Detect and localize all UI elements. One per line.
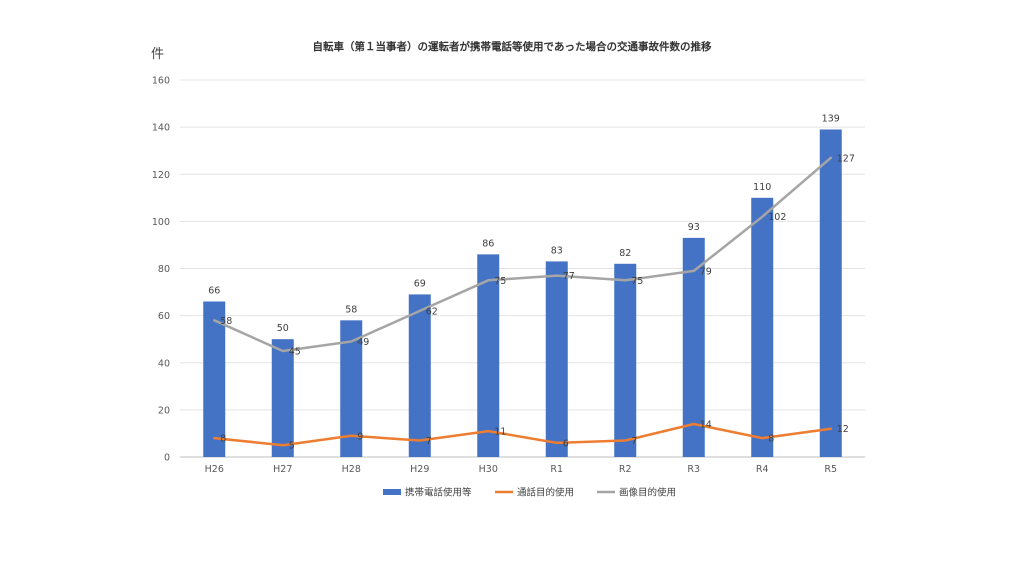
line-1-label-R4: 8 (768, 434, 774, 445)
bar-R2 (614, 263, 637, 457)
x-tick-label-H30: H30 (479, 464, 498, 475)
line-1-label-H27: 5 (289, 441, 295, 452)
x-tick-label-H26: H26 (205, 464, 224, 475)
x-tick-label-R4: R4 (756, 464, 769, 475)
bar-label-H26: 66 (208, 285, 220, 296)
line-2-label-R2: 75 (631, 276, 643, 287)
legend-label-1: 通話目的使用 (517, 487, 574, 499)
bar-label-R4: 110 (753, 182, 771, 193)
bar-H30 (477, 254, 500, 457)
y-tick-label-0: 0 (164, 453, 170, 464)
gridlines (180, 79, 865, 458)
line-1-label-H30: 11 (494, 427, 506, 438)
x-tick-label-R1: R1 (550, 464, 563, 475)
bar-H28 (340, 320, 363, 457)
bar-label-H28: 58 (345, 304, 357, 315)
y-tick-label-60: 60 (158, 311, 170, 322)
y-tick-label-80: 80 (158, 264, 170, 275)
line-2-label-H30: 75 (494, 276, 506, 287)
line-series-2 (213, 156, 833, 353)
legend-label-2: 画像目的使用 (619, 487, 676, 499)
line-series (213, 156, 833, 447)
line-1-label-H28: 9 (357, 431, 363, 442)
x-tick-label-H28: H28 (342, 464, 361, 475)
y-axis-ticks: 0 20 40 60 80 100 120 140 160 (152, 76, 170, 464)
bar-label-R5: 139 (822, 113, 840, 124)
x-tick-label-H27: H27 (273, 464, 292, 475)
bar-label-R3: 93 (688, 222, 700, 233)
line-2-label-R5: 127 (837, 153, 855, 164)
line-1-label-R3: 14 (700, 420, 712, 431)
x-tick-label-R3: R3 (687, 464, 700, 475)
line-2-label-R1: 77 (563, 271, 575, 282)
y-axis-unit-label: 件 (151, 47, 164, 62)
bar-label-H29: 69 (414, 278, 426, 289)
bar-R3 (682, 237, 705, 457)
legend-swatch-0 (383, 489, 401, 495)
line-2-label-H27: 45 (289, 346, 301, 357)
bar-series (203, 129, 842, 457)
y-tick-label-160: 160 (152, 76, 170, 87)
data-labels: 66 50 58 69 86 83 82 93 110 139 8 5 9 7 11 6 7 14 8 12 58 45 4… (208, 113, 855, 451)
y-tick-label-20: 20 (158, 405, 170, 416)
bar-label-H27: 50 (277, 323, 289, 334)
line-1-label-R5: 12 (837, 424, 849, 435)
chart-title: 自転車（第１当事者）の運転者が携帯電話等使用であった場合の交通事故件数の推移 (313, 40, 712, 53)
bar-label-R2: 82 (619, 248, 631, 259)
bar-H27 (271, 339, 294, 457)
bar-H26 (203, 301, 226, 457)
line-1-label-R2: 7 (631, 436, 637, 447)
x-tick-label-H29: H29 (410, 464, 429, 475)
x-tick-label-R2: R2 (619, 464, 632, 475)
line-2-label-H26: 58 (220, 316, 232, 327)
line-2-label-H28: 49 (357, 337, 369, 348)
y-tick-label-140: 140 (152, 123, 170, 134)
y-tick-label-40: 40 (158, 358, 170, 369)
bar-R1 (545, 261, 568, 457)
bar-R5 (819, 129, 842, 457)
line-1-label-R1: 6 (563, 438, 569, 449)
legend: 携帯電話使用等 通話目的使用 画像目的使用 (383, 487, 676, 499)
line-1-label-H26: 8 (220, 434, 226, 445)
bar-label-R1: 83 (551, 245, 563, 256)
line-2-label-H29: 62 (426, 306, 438, 317)
x-axis-ticks: H26 H27 H28 H29 H30 R1 R2 R3 R4 R5 (205, 464, 837, 475)
line-1-label-H29: 7 (426, 436, 432, 447)
x-tick-label-R5: R5 (824, 464, 837, 475)
y-tick-label-120: 120 (152, 170, 170, 181)
bar-R4 (751, 197, 774, 457)
y-tick-label-100: 100 (152, 217, 170, 228)
line-series-1 (213, 422, 833, 447)
line-2-label-R3: 79 (700, 266, 712, 277)
bar-H29 (408, 294, 431, 457)
line-2-label-R4: 102 (768, 212, 786, 223)
bar-label-H30: 86 (482, 238, 494, 249)
legend-label-0: 携帯電話使用等 (405, 487, 472, 499)
